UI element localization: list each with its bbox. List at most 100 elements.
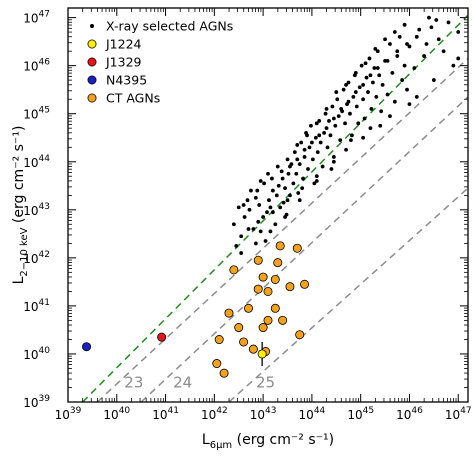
y-tick-exp: 45 bbox=[39, 106, 50, 116]
legend-label: J1329 bbox=[105, 55, 142, 70]
data-point bbox=[288, 164, 292, 169]
data-point bbox=[330, 104, 335, 109]
data-point bbox=[248, 344, 258, 354]
data-point bbox=[324, 126, 329, 131]
data-point bbox=[434, 18, 439, 22]
data-point bbox=[273, 222, 278, 227]
x-tick-exp: 45 bbox=[363, 406, 374, 416]
legend-entry: J1224 bbox=[87, 37, 142, 52]
data-point bbox=[219, 368, 229, 378]
nh-25-line bbox=[228, 187, 468, 402]
data-point bbox=[402, 63, 407, 68]
data-point bbox=[336, 114, 341, 119]
data-point bbox=[307, 145, 312, 150]
data-point bbox=[257, 349, 267, 359]
data-point bbox=[310, 140, 314, 145]
data-point bbox=[224, 308, 234, 318]
data-point bbox=[344, 147, 348, 152]
data-point bbox=[322, 131, 326, 135]
data-point bbox=[300, 279, 310, 289]
nh-column-labels: 23 24 25 bbox=[124, 374, 275, 392]
data-point bbox=[279, 169, 284, 174]
data-point bbox=[302, 147, 307, 152]
data-point bbox=[310, 157, 315, 162]
x-tick-label: 1042 bbox=[201, 406, 228, 422]
data-point bbox=[407, 102, 412, 106]
data-point bbox=[256, 219, 261, 224]
data-point bbox=[395, 54, 400, 58]
data-point bbox=[369, 107, 374, 111]
data-point bbox=[424, 42, 429, 46]
data-point bbox=[385, 58, 390, 63]
data-point bbox=[261, 215, 266, 219]
data-point bbox=[375, 66, 380, 70]
data-series bbox=[82, 15, 461, 378]
legend-entry: N4395 bbox=[87, 73, 147, 88]
x-tick-base: 10 bbox=[55, 408, 70, 422]
data-point bbox=[297, 162, 302, 167]
y-axis-title-unit: (erg cm⁻² s⁻¹) bbox=[11, 126, 27, 228]
data-point bbox=[417, 27, 422, 32]
y-tick-label: 1044 bbox=[23, 154, 50, 170]
nh-23-label: 23 bbox=[124, 374, 143, 392]
data-point bbox=[157, 332, 167, 342]
data-point bbox=[314, 179, 319, 183]
data-point bbox=[281, 200, 286, 205]
data-point bbox=[405, 87, 409, 92]
data-point bbox=[379, 109, 384, 114]
data-point bbox=[262, 181, 266, 186]
data-point bbox=[294, 171, 299, 176]
data-point bbox=[335, 97, 340, 102]
y-tick-base: 10 bbox=[23, 156, 38, 170]
y-tick-exp: 46 bbox=[39, 58, 51, 68]
y-tick-exp: 40 bbox=[39, 346, 51, 356]
y-tick-label: 1042 bbox=[23, 250, 50, 266]
data-point bbox=[370, 80, 375, 85]
data-point bbox=[268, 229, 273, 234]
x-axis-title: L6μm (erg cm⁻² s⁻¹) bbox=[202, 432, 334, 451]
x-axis-title-main: L bbox=[202, 432, 210, 448]
data-point bbox=[356, 121, 361, 126]
data-point bbox=[378, 123, 383, 128]
data-point bbox=[414, 94, 419, 99]
data-point bbox=[258, 229, 263, 234]
data-point bbox=[446, 20, 451, 25]
data-point bbox=[339, 107, 344, 111]
data-point bbox=[429, 25, 434, 30]
data-point bbox=[333, 123, 338, 128]
y-tick-base: 10 bbox=[23, 60, 38, 74]
data-point bbox=[296, 191, 301, 195]
data-point bbox=[275, 164, 280, 169]
data-point bbox=[258, 323, 268, 333]
y-tick-base: 10 bbox=[23, 300, 38, 314]
y-tick-base: 10 bbox=[23, 396, 38, 410]
data-point bbox=[270, 303, 280, 313]
data-point bbox=[361, 97, 366, 102]
data-point bbox=[251, 227, 256, 231]
x-tick-base: 10 bbox=[152, 408, 167, 422]
data-point bbox=[350, 133, 354, 138]
data-point bbox=[236, 205, 241, 210]
data-point bbox=[313, 135, 318, 140]
legend-label: J1224 bbox=[105, 37, 142, 52]
data-point bbox=[338, 138, 343, 143]
x-tick-label: 1040 bbox=[103, 406, 130, 422]
data-point bbox=[314, 174, 319, 179]
data-point bbox=[402, 22, 407, 27]
series-ct-agns bbox=[212, 241, 310, 378]
x-tick-exp: 44 bbox=[314, 406, 326, 416]
data-point bbox=[414, 34, 419, 39]
x-tick-exp: 43 bbox=[265, 406, 276, 416]
data-point bbox=[368, 126, 373, 131]
data-point bbox=[368, 73, 373, 78]
y-tick-base: 10 bbox=[23, 204, 38, 218]
x-tick-exp: 42 bbox=[216, 406, 227, 416]
data-point bbox=[392, 99, 397, 104]
series-n4395 bbox=[82, 342, 92, 352]
legend-label: N4395 bbox=[106, 73, 147, 88]
data-point bbox=[346, 80, 351, 85]
data-point bbox=[285, 198, 290, 203]
data-point bbox=[323, 111, 328, 116]
y-tick-base: 10 bbox=[23, 108, 38, 122]
